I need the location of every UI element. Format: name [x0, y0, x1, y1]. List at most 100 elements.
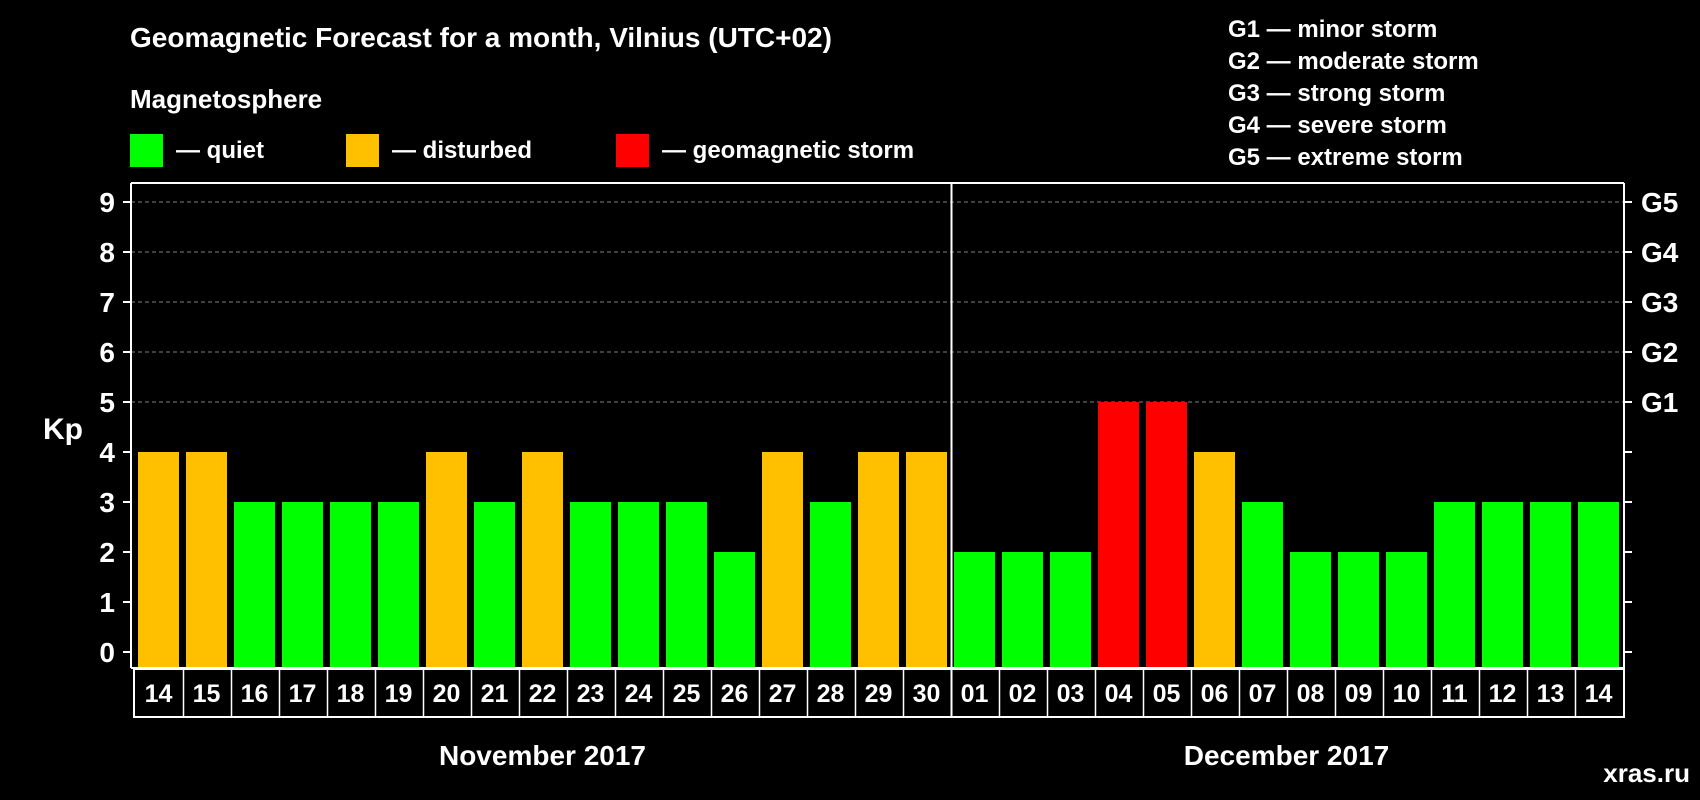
month-labels: November 2017 December 2017 — [439, 740, 1389, 771]
date-label-6: 20 — [433, 680, 461, 708]
legend-swatch-quiet — [130, 134, 163, 167]
storm-axis-labels: G1 G2 G3 G4 G5 — [1641, 187, 1679, 418]
date-label-0: 14 — [145, 680, 173, 708]
bar-9 — [570, 502, 611, 668]
bar-30 — [1578, 502, 1619, 668]
bars — [138, 402, 1619, 668]
bar-26 — [1386, 552, 1427, 668]
date-label-26: 10 — [1393, 680, 1421, 708]
bar-15 — [858, 452, 899, 668]
storm-axis-label-g4: G4 — [1641, 237, 1679, 268]
date-label-15: 29 — [865, 680, 893, 708]
bar-28 — [1482, 502, 1523, 668]
storm-level-g1: G1 — minor storm — [1228, 16, 1437, 43]
legend-label-disturbed: — disturbed — [392, 137, 532, 164]
bar-4 — [330, 502, 371, 668]
date-label-27: 11 — [1441, 680, 1468, 708]
date-label-22: 06 — [1201, 680, 1229, 708]
date-label-8: 22 — [529, 680, 557, 708]
bar-1 — [186, 452, 227, 668]
legend-label-quiet: — quiet — [176, 137, 264, 164]
date-label-10: 24 — [625, 680, 653, 708]
date-label-3: 17 — [289, 680, 317, 708]
y-axis-label: Kp — [43, 413, 83, 446]
bar-29 — [1530, 502, 1571, 668]
ytick-label-7: 7 — [99, 287, 115, 318]
bar-17 — [954, 552, 995, 668]
bar-20 — [1098, 402, 1139, 668]
date-label-2: 16 — [241, 680, 269, 708]
bar-2 — [234, 502, 275, 668]
date-label-20: 04 — [1105, 680, 1133, 708]
date-label-30: 14 — [1585, 680, 1613, 708]
date-label-23: 07 — [1249, 680, 1277, 708]
storm-axis-label-g3: G3 — [1641, 287, 1678, 318]
ytick-label-6: 6 — [99, 337, 115, 368]
bar-16 — [906, 452, 947, 668]
bar-14 — [810, 502, 851, 668]
storm-level-g4: G4 — severe storm — [1228, 112, 1447, 139]
ytick-label-0: 0 — [99, 637, 115, 668]
bar-25 — [1338, 552, 1379, 668]
bar-27 — [1434, 502, 1475, 668]
bar-3 — [282, 502, 323, 668]
date-labels: 14 15 16 17 18 19 20 21 22 23 24 25 26 27 28 29 30 01 02 03… — [133, 668, 1625, 718]
chart-title: Geomagnetic Forecast for a month, Vilniu… — [130, 22, 832, 53]
date-label-28: 12 — [1489, 680, 1517, 708]
month-label-0: November 2017 — [439, 740, 646, 771]
y-tick-labels: 0 1 2 3 4 5 6 7 8 9 — [99, 187, 115, 668]
date-label-5: 19 — [385, 680, 413, 708]
ytick-label-5: 5 — [99, 387, 115, 418]
bar-19 — [1050, 552, 1091, 668]
date-box — [133, 668, 1625, 718]
date-label-11: 25 — [673, 680, 701, 708]
watermark: xras.ru — [1603, 758, 1690, 788]
bar-21 — [1146, 402, 1187, 668]
date-label-7: 21 — [481, 680, 509, 708]
date-label-12: 26 — [721, 680, 749, 708]
bar-18 — [1002, 552, 1043, 668]
legend-swatch-disturbed — [346, 134, 379, 167]
storm-level-g3: G3 — strong storm — [1228, 80, 1445, 107]
month-label-1: December 2017 — [1184, 740, 1389, 771]
storm-level-g5: G5 — extreme storm — [1228, 144, 1463, 171]
date-label-25: 09 — [1345, 680, 1373, 708]
bar-11 — [666, 502, 707, 668]
date-label-9: 23 — [577, 680, 605, 708]
bar-10 — [618, 502, 659, 668]
date-label-14: 28 — [817, 680, 845, 708]
storm-axis-label-g5: G5 — [1641, 187, 1678, 218]
bar-7 — [474, 502, 515, 668]
ytick-label-1: 1 — [99, 587, 115, 618]
bar-6 — [426, 452, 467, 668]
storm-axis-label-g2: G2 — [1641, 337, 1678, 368]
ytick-label-2: 2 — [99, 537, 115, 568]
bar-22 — [1194, 452, 1235, 668]
bar-8 — [522, 452, 563, 668]
storm-level-g2: G2 — moderate storm — [1228, 48, 1479, 75]
legend: — quiet — disturbed — geomagnetic storm — [130, 134, 914, 167]
date-label-16: 30 — [913, 680, 941, 708]
grid-lines — [131, 201, 1624, 403]
bar-5 — [378, 502, 419, 668]
ytick-label-3: 3 — [99, 487, 115, 518]
date-label-17: 01 — [961, 680, 989, 708]
date-label-29: 13 — [1537, 680, 1565, 708]
storm-level-key: G1 — minor storm G2 — moderate storm G3 … — [1228, 16, 1479, 171]
date-label-19: 03 — [1057, 680, 1085, 708]
bar-13 — [762, 452, 803, 668]
date-label-18: 02 — [1009, 680, 1037, 708]
date-label-1: 15 — [193, 680, 221, 708]
legend-label-storm: — geomagnetic storm — [662, 137, 914, 164]
ytick-label-4: 4 — [99, 437, 115, 468]
legend-swatch-storm — [616, 134, 649, 167]
legend-title: Magnetosphere — [130, 84, 322, 114]
bar-24 — [1290, 552, 1331, 668]
date-label-13: 27 — [769, 680, 797, 708]
bar-0 — [138, 452, 179, 668]
bar-23 — [1242, 502, 1283, 668]
storm-axis-label-g1: G1 — [1641, 387, 1678, 418]
date-label-4: 18 — [337, 680, 365, 708]
ytick-label-8: 8 — [99, 237, 115, 268]
